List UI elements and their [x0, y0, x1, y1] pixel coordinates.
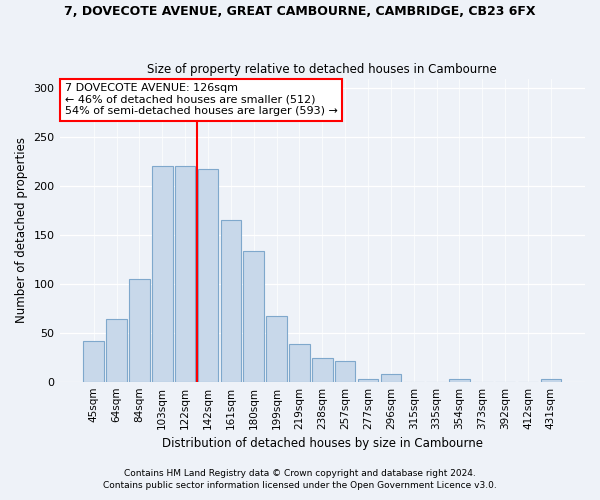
Bar — [198, 168, 218, 382]
Bar — [106, 319, 127, 382]
Text: 7 DOVECOTE AVENUE: 126sqm
← 46% of detached houses are smaller (512)
54% of semi: 7 DOVECOTE AVENUE: 126sqm ← 46% of detac… — [65, 83, 338, 116]
Bar — [244, 250, 264, 382]
Bar — [129, 279, 150, 382]
Bar — [380, 374, 401, 382]
Bar — [335, 361, 355, 382]
Bar — [175, 166, 196, 382]
Bar — [449, 378, 470, 382]
Title: Size of property relative to detached houses in Cambourne: Size of property relative to detached ho… — [148, 63, 497, 76]
Bar — [289, 344, 310, 382]
Bar — [221, 220, 241, 382]
Y-axis label: Number of detached properties: Number of detached properties — [15, 137, 28, 323]
Bar — [83, 340, 104, 382]
Bar — [152, 166, 173, 382]
Text: Contains HM Land Registry data © Crown copyright and database right 2024.
Contai: Contains HM Land Registry data © Crown c… — [103, 468, 497, 490]
Bar — [312, 358, 332, 382]
Text: 7, DOVECOTE AVENUE, GREAT CAMBOURNE, CAMBRIDGE, CB23 6FX: 7, DOVECOTE AVENUE, GREAT CAMBOURNE, CAM… — [64, 5, 536, 18]
Bar — [266, 316, 287, 382]
Bar — [358, 378, 378, 382]
Bar — [541, 378, 561, 382]
X-axis label: Distribution of detached houses by size in Cambourne: Distribution of detached houses by size … — [162, 437, 483, 450]
